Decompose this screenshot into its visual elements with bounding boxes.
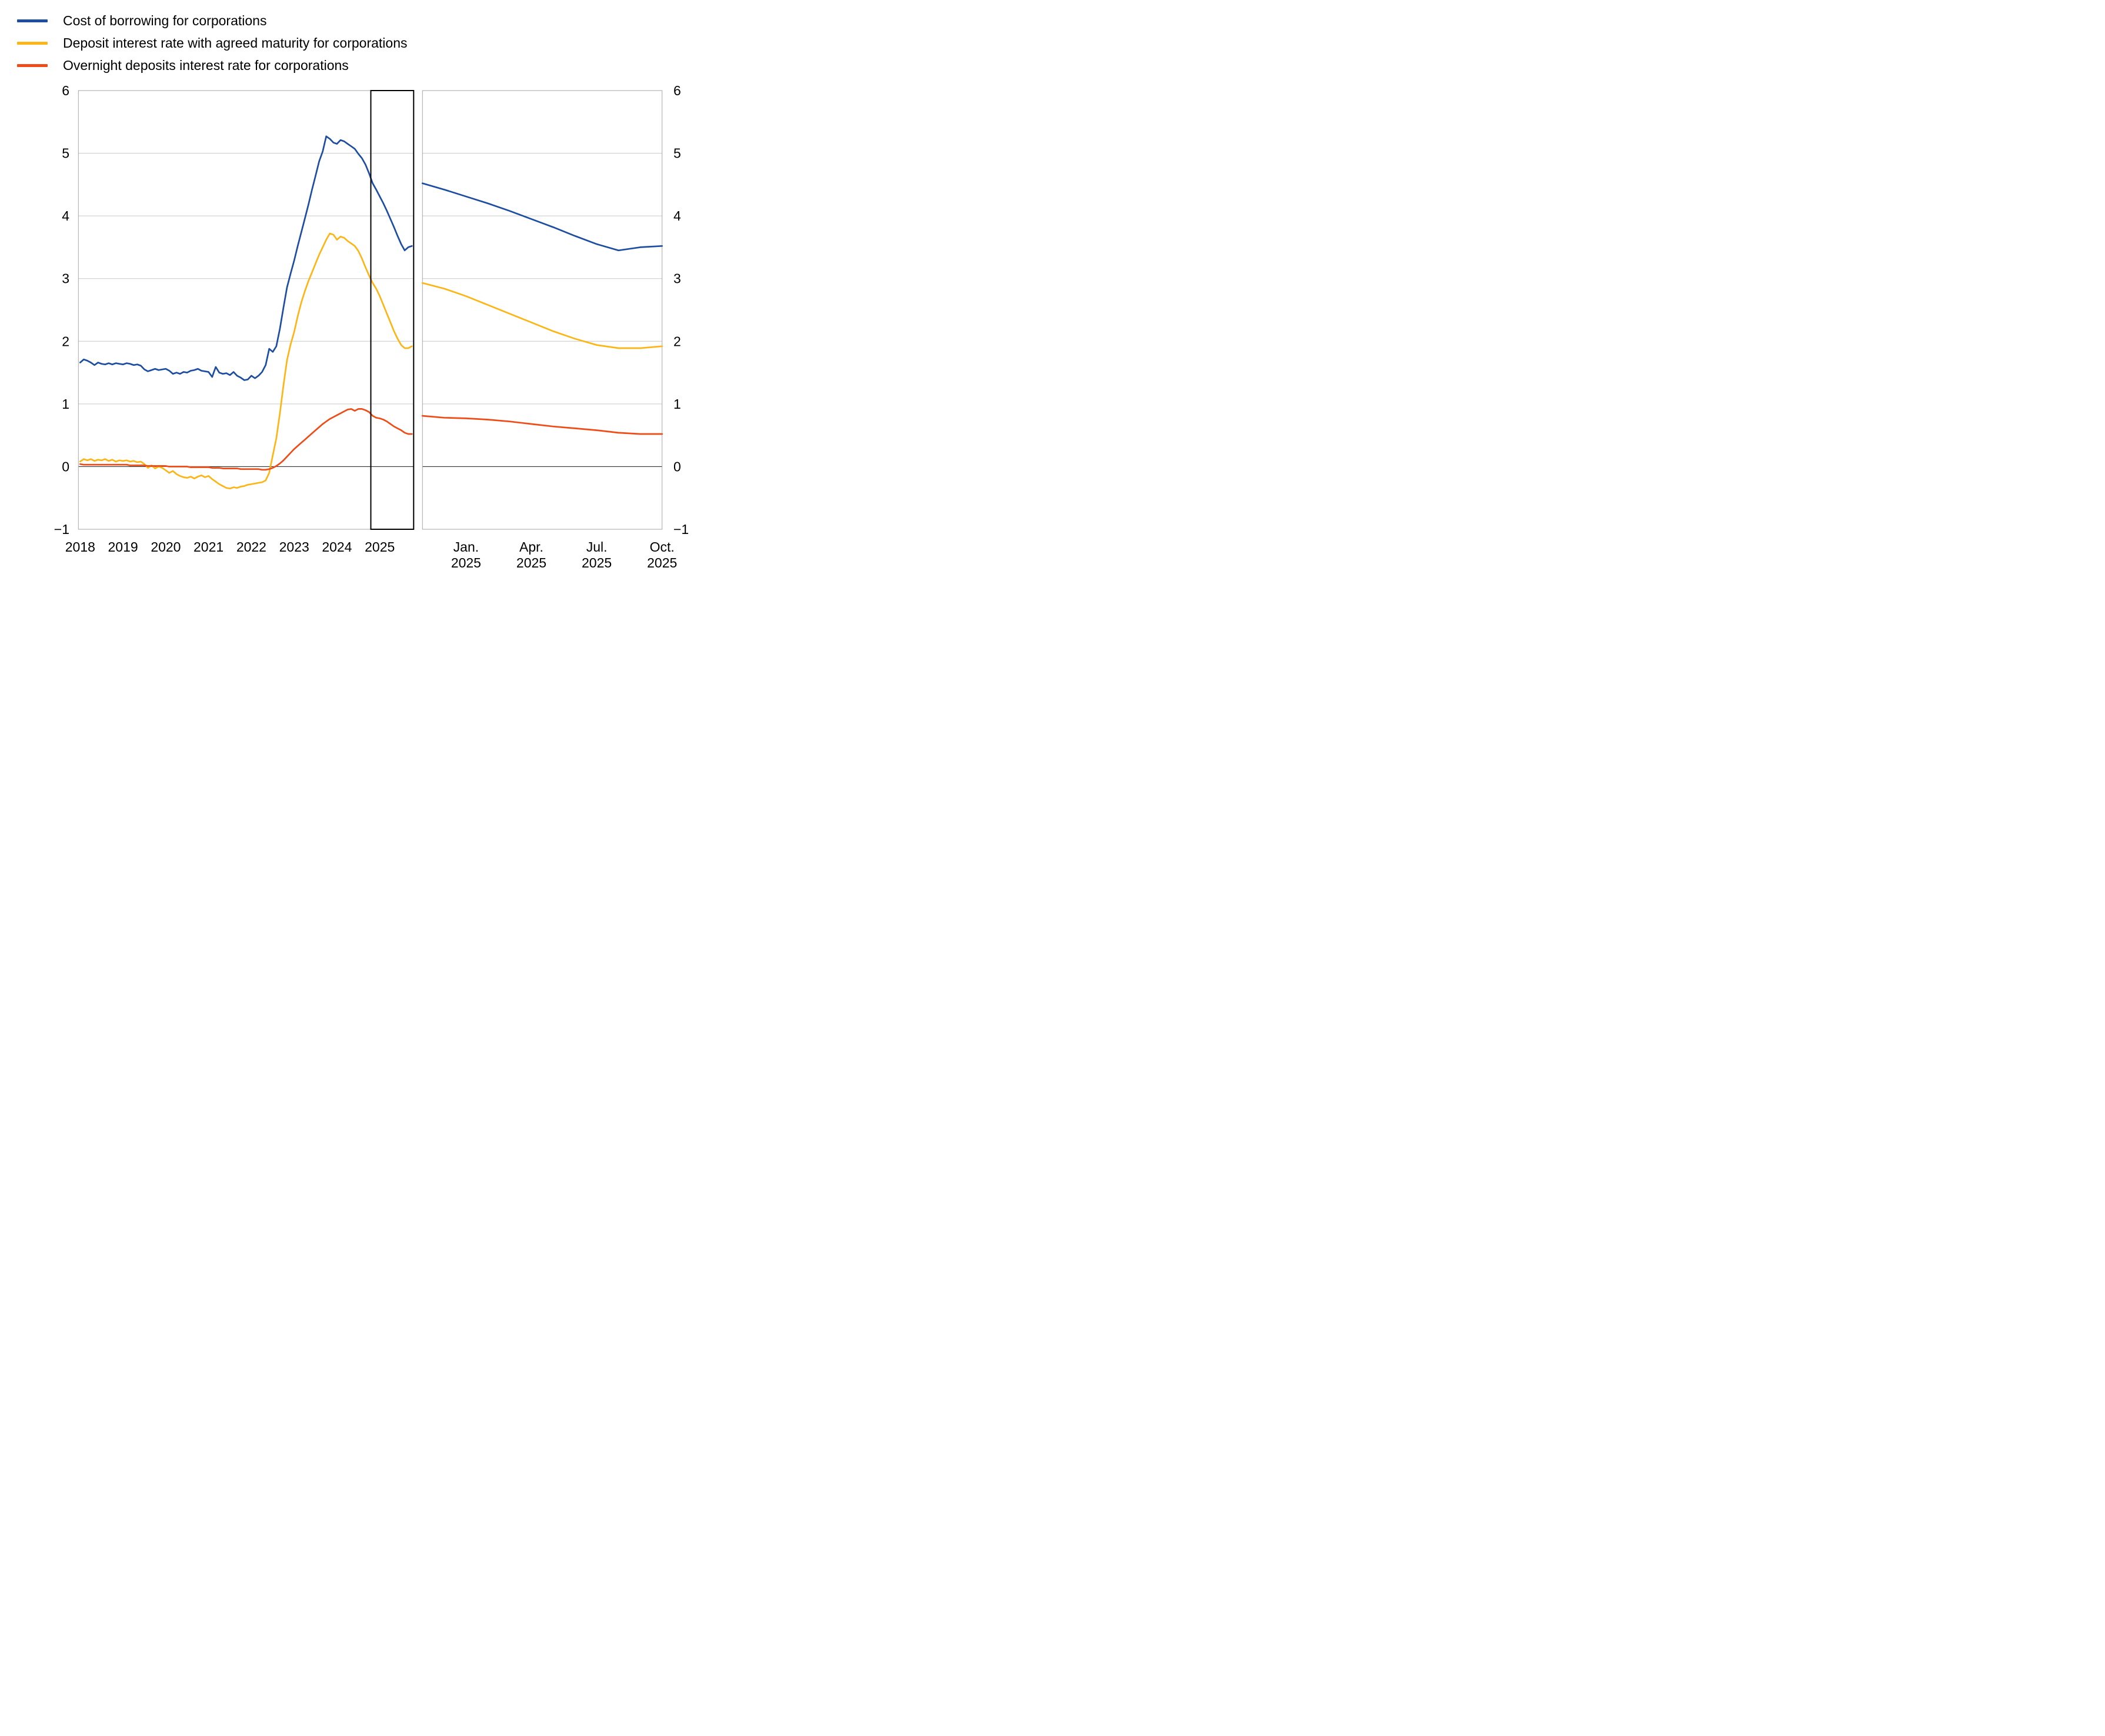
series-line	[79, 135, 413, 381]
y-tick-label-right: 4	[673, 208, 681, 223]
y-tick-label-right: 0	[673, 459, 681, 474]
legend-item-label: Overnight deposits interest rate for cor…	[63, 58, 349, 73]
x-tick-label: 2019	[108, 539, 138, 555]
x-tick-label-month: Jan.	[453, 539, 479, 555]
legend-line-swatch-red	[17, 64, 48, 67]
legend-item: Deposit interest rate with agreed maturi…	[17, 32, 408, 54]
series-line	[79, 232, 413, 490]
series-line	[421, 415, 663, 435]
y-tick-label-left: 3	[62, 271, 69, 286]
x-tick-label-month: Jul.	[586, 539, 608, 555]
chart-canvas: 2018 2019 2020 2021 2022 2023 2024 2025 Jan.2025…	[54, 83, 689, 570]
series-line	[421, 182, 663, 252]
history-panel-border	[78, 90, 414, 530]
x-tick-label: 2023	[279, 539, 309, 555]
y-tick-label-left: 5	[62, 146, 69, 161]
history-panel: 2018 2019 2020 2021 2022 2023 2024 2025	[65, 90, 415, 555]
x-tick-label-year: 2025	[582, 555, 612, 570]
series-line	[421, 282, 663, 349]
y-tick-label-left: 1	[62, 396, 69, 412]
y-tick-label-left: −1	[54, 522, 69, 537]
x-tick-label-month: Oct.	[650, 539, 675, 555]
x-tick-label-year: 2025	[647, 555, 677, 570]
legend-line-swatch-blue	[17, 19, 48, 22]
y-tick-label-left: 4	[62, 208, 69, 223]
x-tick-label: 2022	[236, 539, 266, 555]
legend: Cost of borrowing for corporations Depos…	[17, 9, 408, 76]
x-tick-label: 2025	[365, 539, 395, 555]
y-tick-label-left: 2	[62, 333, 69, 349]
y-tick-label-right: 3	[673, 271, 681, 286]
series-line	[79, 408, 413, 471]
y-tick-label-left: 0	[62, 459, 69, 474]
x-tick-label: 2021	[194, 539, 223, 555]
x-tick-label: 2018	[65, 539, 95, 555]
interest-rates-chart: Cost of borrowing for corporations Depos…	[0, 0, 702, 579]
y-tick-label-right: 6	[673, 83, 681, 98]
y-tick-label-right: 5	[673, 146, 681, 161]
x-tick-label: 2024	[322, 539, 352, 555]
legend-item: Cost of borrowing for corporations	[17, 9, 408, 32]
highlight-box	[370, 90, 415, 530]
x-tick-label-month: Apr.	[519, 539, 543, 555]
y-tick-label-right: 1	[673, 396, 681, 412]
legend-item: Overnight deposits interest rate for cor…	[17, 54, 408, 76]
legend-item-label: Cost of borrowing for corporations	[63, 13, 267, 28]
x-tick-label-year: 2025	[451, 555, 481, 570]
legend-line-swatch-yellow	[17, 41, 48, 45]
x-tick-label-year: 2025	[516, 555, 546, 570]
zoom-panel-border	[422, 90, 663, 530]
x-tick-label: 2020	[151, 539, 181, 555]
y-tick-label-right: −1	[673, 522, 689, 537]
y-tick-label-left: 6	[62, 83, 69, 98]
y-tick-label-right: 2	[673, 333, 681, 349]
legend-item-label: Deposit interest rate with agreed maturi…	[63, 35, 408, 51]
